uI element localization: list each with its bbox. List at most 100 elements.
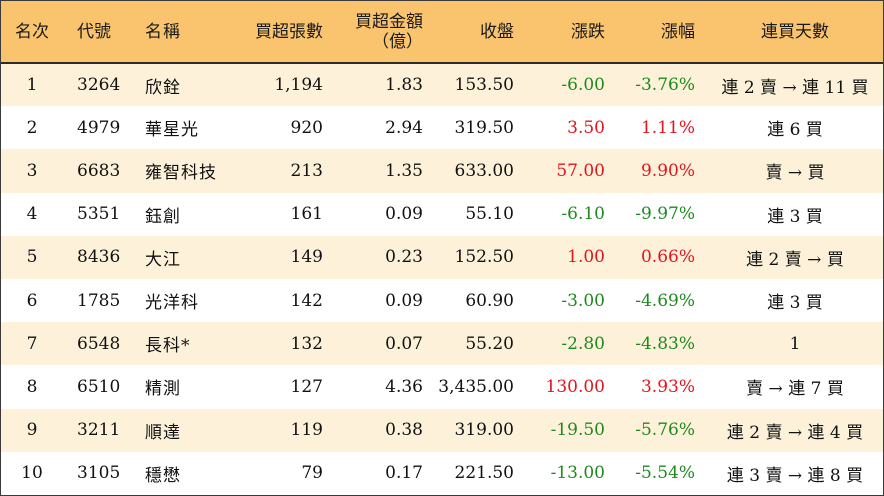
cell-consecutive-days: 1 bbox=[789, 333, 801, 354]
cell-change-pct: -5.54% bbox=[635, 463, 695, 484]
cell-change: 130.00 bbox=[545, 376, 605, 397]
cell-consecutive-days: 連 3 買 bbox=[767, 206, 823, 227]
cell-name: 雍智科技 bbox=[145, 163, 217, 184]
header-rank: 名次 bbox=[1, 1, 63, 64]
cell-name: 順達 bbox=[145, 422, 181, 443]
cell-change: -6.10 bbox=[561, 204, 605, 225]
header-net-buy-amount-line1: 買超金額 bbox=[355, 11, 423, 32]
cell-change-pct: -4.69% bbox=[635, 290, 695, 311]
header-net-buy-amount: 買超金額 （億） bbox=[335, 1, 435, 64]
cell-change-pct: -9.97% bbox=[635, 204, 695, 225]
cell-change-pct: -3.76% bbox=[635, 75, 695, 96]
table-row: 5 8436 大江 149 0.23 152.50 1.00 0.66% 連 2 賣 → 買 bbox=[1, 235, 883, 279]
cell-name: 穩懋 bbox=[145, 465, 181, 486]
cell-code: 6683 bbox=[77, 160, 121, 181]
header-net-buy-lots: 買超張數 bbox=[241, 1, 335, 64]
table-row: 10 3105 穩懋 79 0.17 221.50 -13.00 -5.54% 連 3 賣 → … bbox=[1, 451, 883, 495]
table-row: 1 3264 欣銓 1,194 1.83 153.50 -6.00 -3.76% 連 2 賣 →… bbox=[1, 63, 883, 107]
cell-rank: 6 bbox=[26, 290, 38, 311]
cell-change-pct: 9.90% bbox=[640, 160, 695, 181]
cell-consecutive-days: 連 2 賣 → 連 11 買 bbox=[721, 77, 869, 98]
cell-net-buy-lots: 79 bbox=[301, 463, 323, 484]
cell-change: 1.00 bbox=[567, 247, 605, 268]
cell-close: 633.00 bbox=[454, 160, 514, 181]
cell-net-buy-lots: 119 bbox=[290, 420, 323, 441]
table-header: 名次 代號 名稱 買超張數 買超金額 （億） 收盤 漲跌 漲幅 連買天數 bbox=[1, 1, 883, 64]
table-row: 9 3211 順達 119 0.38 319.00 -19.50 -5.76% 連 2 賣 → … bbox=[1, 408, 883, 452]
cell-change-pct: 3.93% bbox=[640, 376, 695, 397]
cell-code: 3211 bbox=[77, 420, 121, 441]
cell-rank: 7 bbox=[26, 333, 38, 354]
table-row: 4 5351 鈺創 161 0.09 55.10 -6.10 -9.97% 連 3 買 bbox=[1, 192, 883, 236]
cell-net-buy-amount: 0.17 bbox=[385, 463, 423, 484]
cell-name: 光洋科 bbox=[145, 293, 199, 314]
header-consecutive-days: 連買天數 bbox=[707, 1, 883, 64]
cell-net-buy-lots: 161 bbox=[290, 204, 323, 225]
cell-change: -3.00 bbox=[561, 290, 605, 311]
cell-net-buy-lots: 149 bbox=[290, 247, 323, 268]
cell-change: -6.00 bbox=[561, 75, 605, 96]
cell-net-buy-amount: 0.23 bbox=[385, 247, 423, 268]
cell-rank: 9 bbox=[26, 420, 38, 441]
cell-name: 大江 bbox=[145, 249, 181, 270]
cell-code: 5351 bbox=[77, 204, 121, 225]
header-change: 漲跌 bbox=[526, 1, 617, 64]
cell-rank: 5 bbox=[26, 247, 38, 268]
cell-change: -2.80 bbox=[561, 333, 605, 354]
header-code: 代號 bbox=[63, 1, 133, 64]
cell-consecutive-days: 賣 → 連 7 買 bbox=[746, 379, 844, 400]
cell-consecutive-days: 連 2 賣 → 買 bbox=[746, 249, 844, 270]
cell-name: 精測 bbox=[145, 379, 181, 400]
cell-consecutive-days: 連 3 賣 → 連 8 買 bbox=[726, 465, 864, 486]
cell-rank: 3 bbox=[26, 160, 38, 181]
cell-consecutive-days: 連 3 買 bbox=[767, 293, 823, 314]
cell-change-pct: 1.11% bbox=[640, 117, 695, 138]
cell-net-buy-amount: 0.09 bbox=[385, 290, 423, 311]
table-row: 3 6683 雍智科技 213 1.35 633.00 57.00 9.90% 賣 → 買 bbox=[1, 149, 883, 193]
cell-net-buy-amount: 0.38 bbox=[385, 420, 423, 441]
cell-net-buy-amount: 0.09 bbox=[385, 204, 423, 225]
cell-net-buy-lots: 142 bbox=[290, 290, 323, 311]
cell-close: 55.10 bbox=[465, 204, 514, 225]
table-row: 2 4979 華星光 920 2.94 319.50 3.50 1.11% 連 6 買 bbox=[1, 106, 883, 150]
header-row: 名次 代號 名稱 買超張數 買超金額 （億） 收盤 漲跌 漲幅 連買天數 bbox=[1, 1, 883, 64]
header-change-pct: 漲幅 bbox=[617, 1, 707, 64]
cell-net-buy-lots: 127 bbox=[290, 376, 323, 397]
cell-change-pct: 0.66% bbox=[640, 247, 695, 268]
cell-net-buy-amount: 4.36 bbox=[385, 376, 423, 397]
cell-close: 319.00 bbox=[454, 420, 514, 441]
table-row: 8 6510 精測 127 4.36 3,435.00 130.00 3.93% 賣 → 連 7… bbox=[1, 365, 883, 409]
cell-net-buy-amount: 2.94 bbox=[385, 117, 423, 138]
cell-code: 6548 bbox=[77, 333, 121, 354]
cell-net-buy-amount: 1.35 bbox=[385, 160, 423, 181]
cell-net-buy-lots: 920 bbox=[290, 117, 323, 138]
cell-close: 60.90 bbox=[465, 290, 514, 311]
cell-close: 55.20 bbox=[465, 333, 514, 354]
cell-code: 4979 bbox=[77, 117, 121, 138]
cell-code: 3105 bbox=[77, 463, 121, 484]
cell-net-buy-lots: 213 bbox=[290, 160, 323, 181]
cell-rank: 2 bbox=[26, 117, 38, 138]
cell-rank: 4 bbox=[26, 204, 38, 225]
cell-change: 3.50 bbox=[567, 117, 605, 138]
cell-change-pct: -5.76% bbox=[635, 420, 695, 441]
cell-change: 57.00 bbox=[556, 160, 605, 181]
cell-rank: 10 bbox=[21, 463, 43, 484]
cell-close: 152.50 bbox=[454, 247, 514, 268]
cell-close: 3,435.00 bbox=[438, 376, 514, 397]
cell-name: 鈺創 bbox=[145, 206, 181, 227]
cell-net-buy-lots: 1,194 bbox=[274, 75, 323, 96]
header-name: 名稱 bbox=[133, 1, 241, 64]
cell-net-buy-amount: 0.07 bbox=[385, 333, 423, 354]
cell-name: 長科* bbox=[145, 336, 191, 357]
table-row: 7 6548 長科* 132 0.07 55.20 -2.80 -4.83% 1 bbox=[1, 322, 883, 366]
cell-code: 1785 bbox=[77, 290, 121, 311]
cell-change: -13.00 bbox=[550, 463, 605, 484]
cell-name: 華星光 bbox=[145, 120, 199, 141]
cell-code: 3264 bbox=[77, 75, 121, 96]
cell-net-buy-amount: 1.83 bbox=[385, 75, 423, 96]
cell-change: -19.50 bbox=[550, 420, 605, 441]
cell-rank: 1 bbox=[26, 75, 38, 96]
